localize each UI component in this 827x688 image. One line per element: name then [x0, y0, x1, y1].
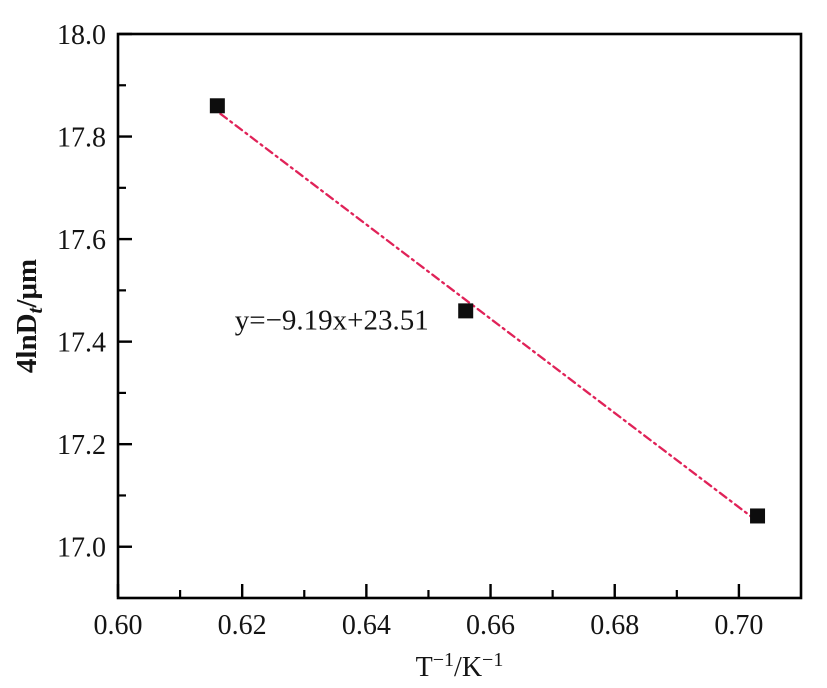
x-axis-title: T−1/K−1 — [416, 649, 504, 683]
data-point-marker — [750, 508, 766, 524]
y-tick-label: 17.6 — [57, 225, 106, 256]
x-tick-label: 0.66 — [466, 610, 515, 641]
x-tick-label: 0.68 — [590, 610, 639, 641]
fit-equation-label: y=−9.19x+23.51 — [235, 304, 429, 336]
x-tick-label: 0.70 — [714, 610, 763, 641]
y-axis-title: 4lnDt/μm — [11, 259, 47, 373]
x-tick-label: 0.64 — [342, 610, 391, 641]
fit-line — [219, 112, 756, 521]
x-tick-label: 0.62 — [218, 610, 267, 641]
x-tick-label: 0.60 — [94, 610, 143, 641]
y-tick-label: 17.2 — [57, 430, 106, 461]
y-tick-label: 18.0 — [57, 20, 106, 51]
y-tick-label: 17.8 — [57, 123, 106, 154]
data-point-marker — [209, 98, 225, 114]
y-tick-label: 17.4 — [57, 328, 106, 359]
data-point-marker — [458, 303, 474, 319]
y-tick-label: 17.0 — [57, 533, 106, 564]
plot-frame — [116, 32, 803, 600]
